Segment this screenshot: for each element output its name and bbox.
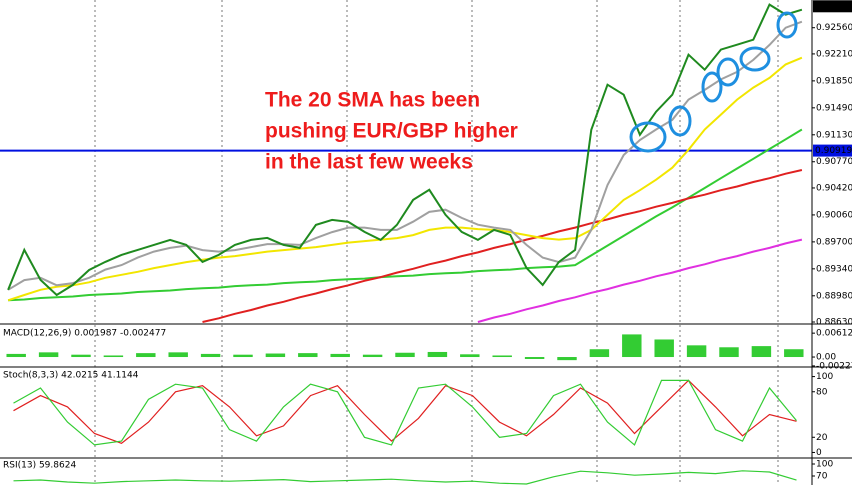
annotation: in the last few weeks bbox=[265, 151, 473, 174]
series-line bbox=[7, 56, 803, 302]
y-tick-label: 100 bbox=[816, 460, 833, 470]
series-line bbox=[202, 169, 803, 323]
y-tick-label: 70 bbox=[816, 472, 828, 482]
histogram-bar bbox=[298, 353, 318, 358]
histogram-bar bbox=[686, 345, 707, 358]
highlight-circle bbox=[668, 105, 692, 137]
axis-background bbox=[812, 0, 852, 485]
annotation: pushing EUR/GBP higher bbox=[265, 120, 518, 143]
series-line bbox=[13, 379, 797, 444]
histogram-bar bbox=[233, 354, 253, 358]
histogram-bar bbox=[460, 354, 480, 358]
histogram-bar bbox=[136, 353, 156, 358]
series-line bbox=[13, 379, 797, 446]
y-tick-label: 20 bbox=[816, 433, 828, 443]
highlight-circle bbox=[776, 11, 798, 39]
series-line bbox=[13, 470, 797, 485]
panel-title: RSI(13) 59.8624 bbox=[3, 461, 76, 471]
histogram-bar bbox=[654, 339, 674, 358]
histogram-bar bbox=[427, 351, 448, 358]
y-tick-label: 0.91850 bbox=[816, 76, 852, 86]
y-tick-label: 0.91490 bbox=[816, 103, 852, 113]
price-label: 0.92846 bbox=[815, 2, 852, 12]
histogram-bar bbox=[395, 352, 415, 358]
level-label: 0.90919 bbox=[815, 146, 852, 156]
y-tick-label: 0.00 bbox=[816, 353, 836, 363]
price-label-box bbox=[813, 0, 852, 13]
histogram-bar bbox=[784, 349, 804, 358]
highlight-circle bbox=[739, 46, 771, 72]
time-grid bbox=[94, 0, 779, 485]
highlight-circle bbox=[629, 121, 667, 153]
histogram-bar bbox=[589, 349, 610, 358]
y-tick-label: 0.89700 bbox=[816, 237, 852, 247]
plot-area bbox=[0, 3, 812, 485]
y-tick-label: 0.90420 bbox=[816, 183, 852, 193]
histogram-bar bbox=[330, 353, 350, 358]
y-tick-label: 0 bbox=[816, 448, 822, 458]
y-tick-label: -0.002277 bbox=[816, 361, 852, 371]
highlight-circles bbox=[629, 11, 798, 153]
histogram-bar bbox=[71, 354, 91, 358]
histogram-bar bbox=[265, 353, 286, 358]
histogram-bar bbox=[557, 357, 577, 361]
y-tick-label: 0.88630 bbox=[816, 318, 852, 328]
histogram-bar bbox=[103, 355, 124, 358]
histogram-bar bbox=[362, 354, 383, 358]
y-tick-label: 80 bbox=[816, 387, 828, 397]
histogram-bar bbox=[524, 357, 545, 359]
highlight-circle bbox=[716, 57, 740, 87]
highlight-circle bbox=[701, 71, 723, 103]
y-tick-label: 0.90770 bbox=[816, 157, 852, 167]
histogram-bar bbox=[751, 346, 772, 358]
series-line bbox=[7, 3, 803, 297]
y-tick-label: 0.92210 bbox=[816, 49, 852, 59]
histogram-bar bbox=[622, 334, 642, 358]
histogram-bar bbox=[492, 355, 512, 358]
series-line bbox=[8, 128, 803, 302]
panel-title: Stoch(8,3,3) 42.0215 41.1144 bbox=[3, 371, 139, 381]
histogram-bar bbox=[38, 352, 59, 358]
panel-title: MACD(12,26,9) 0.001987 -0.002477 bbox=[3, 329, 166, 339]
y-tick-label: 0.89340 bbox=[816, 264, 852, 274]
y-tick-label: 0.91130 bbox=[816, 130, 852, 140]
histogram-bar bbox=[6, 353, 26, 358]
histogram-bar bbox=[200, 353, 221, 358]
price-axis: 0.92560 0.92210 0.91850 0.91490 0.91130 0.907… bbox=[3, 0, 852, 482]
histogram-bar bbox=[719, 347, 739, 358]
y-tick-label: 100 bbox=[816, 372, 833, 382]
level-label-box bbox=[813, 144, 852, 157]
series-line bbox=[477, 238, 803, 323]
y-tick-label: 0.90060 bbox=[816, 210, 852, 220]
y-tick-label: 0.88980 bbox=[816, 291, 852, 301]
y-tick-label: 0.006123 bbox=[816, 329, 852, 339]
y-tick-label: 0.92560 bbox=[816, 23, 852, 33]
histogram-bar bbox=[168, 352, 188, 358]
annotation: The 20 SMA has been bbox=[265, 89, 480, 112]
